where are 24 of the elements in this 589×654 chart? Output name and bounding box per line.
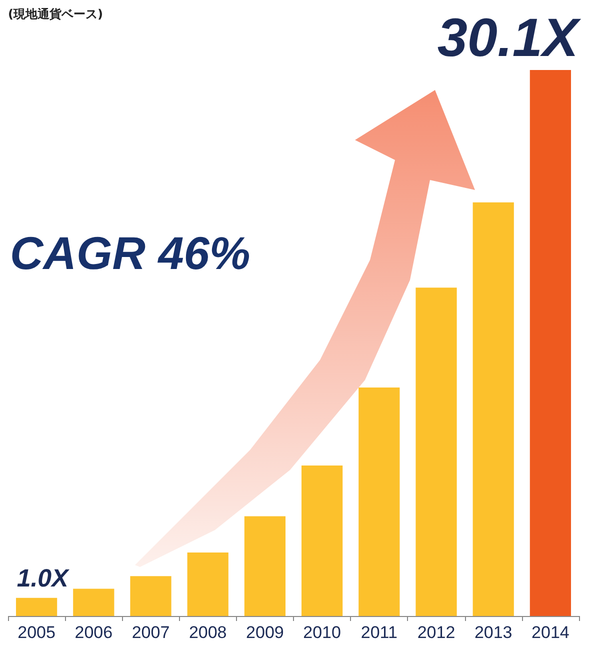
bar <box>130 576 172 616</box>
bar <box>301 465 343 616</box>
bar <box>73 588 114 616</box>
bar <box>187 552 228 616</box>
annotation: CAGR 46% <box>10 227 250 279</box>
x-tick-label: 2009 <box>246 623 284 642</box>
bar <box>416 288 457 616</box>
bar <box>358 387 400 616</box>
x-tick-label: 2012 <box>417 623 456 642</box>
x-tick-label: 2007 <box>132 623 170 642</box>
bar <box>472 202 514 616</box>
chart-subtitle: (現地通貨ベース) <box>8 7 103 21</box>
bar <box>530 70 572 616</box>
x-tick-label: 2011 <box>360 623 398 642</box>
data-label: 30.1X <box>437 8 582 68</box>
data-label: 1.0X <box>16 564 70 592</box>
x-tick-label: 2013 <box>474 623 512 642</box>
bar <box>16 598 58 616</box>
x-tick-label: 2005 <box>18 623 56 642</box>
x-tick-label: 2008 <box>188 623 227 642</box>
bar <box>244 516 286 616</box>
x-tick-label: 2014 <box>532 623 570 642</box>
x-tick-label: 2006 <box>74 623 113 642</box>
x-tick-label: 2010 <box>303 623 341 642</box>
